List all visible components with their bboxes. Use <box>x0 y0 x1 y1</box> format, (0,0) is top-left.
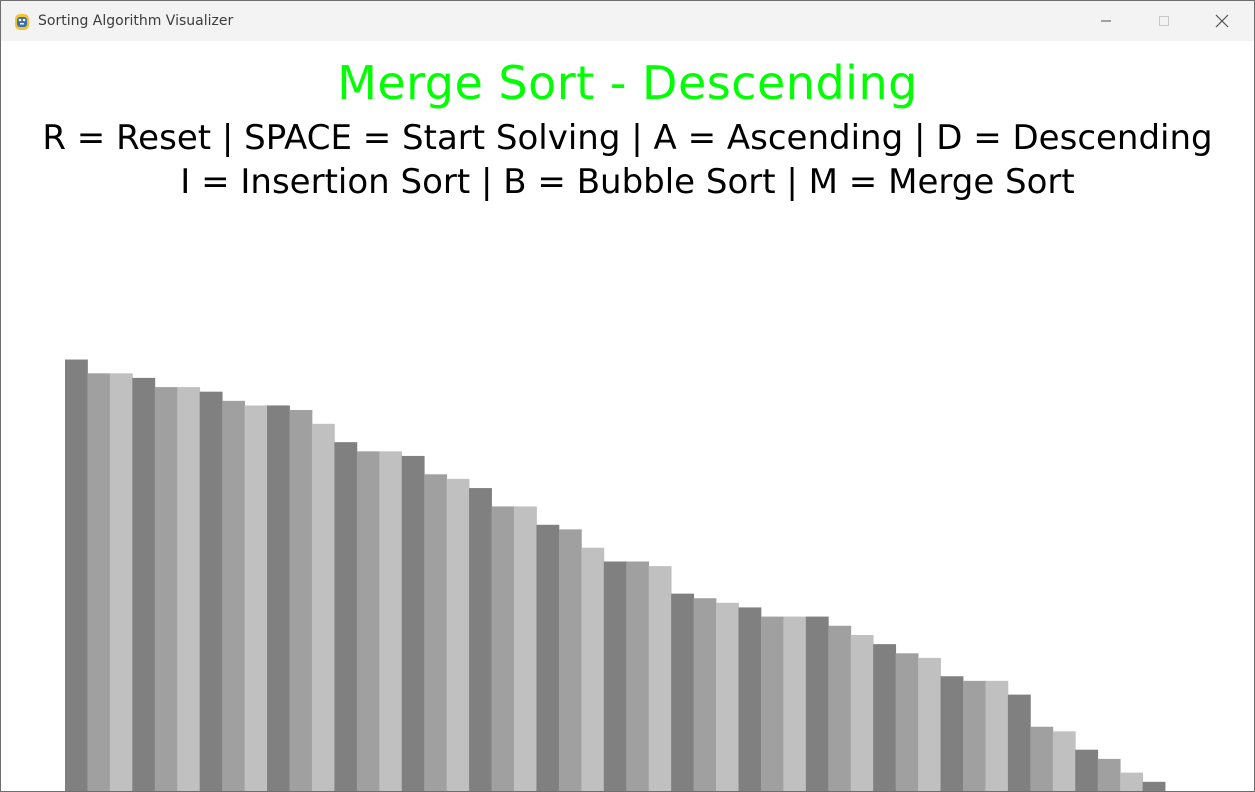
bar-20 <box>514 506 537 791</box>
bar-37 <box>895 653 919 791</box>
bar-36 <box>873 644 897 791</box>
bar-3 <box>132 377 156 791</box>
bar-27 <box>671 593 694 791</box>
maximize-button[interactable] <box>1135 1 1193 41</box>
bar-38 <box>918 657 941 791</box>
bar-11 <box>311 423 335 791</box>
bar-26 <box>648 566 672 791</box>
maximize-icon <box>1158 15 1170 27</box>
bar-14 <box>379 451 403 791</box>
bar-44 <box>1052 731 1076 791</box>
bar-34 <box>828 625 852 791</box>
bar-23 <box>581 547 605 791</box>
bar-18 <box>469 488 492 791</box>
bar-30 <box>738 607 762 791</box>
bar-43 <box>1030 726 1054 791</box>
bar-32 <box>783 616 807 791</box>
bar-45 <box>1075 749 1099 791</box>
minimize-icon <box>1100 15 1112 27</box>
bar-5 <box>177 387 201 791</box>
bar-35 <box>850 634 874 791</box>
bar-0 <box>65 359 88 791</box>
close-button[interactable] <box>1193 1 1251 41</box>
controls-help-line-2: I = Insertion Sort | B = Bubble Sort | M… <box>180 162 1075 202</box>
bar-4 <box>154 387 178 791</box>
bar-6 <box>199 391 223 791</box>
bar-24 <box>603 561 627 791</box>
bar-31 <box>760 616 784 791</box>
bar-46 <box>1097 758 1121 791</box>
bar-2 <box>109 373 133 791</box>
bar-47 <box>1120 772 1143 791</box>
close-icon <box>1215 14 1229 28</box>
bar-41 <box>985 680 1009 791</box>
bar-12 <box>334 442 358 791</box>
bar-29 <box>716 602 739 791</box>
window-title: Sorting Algorithm Visualizer <box>38 13 234 29</box>
bar-42 <box>1007 694 1031 791</box>
visualizer-canvas[interactable]: Merge Sort - Descending R = Reset | SPAC… <box>1 41 1254 791</box>
minimize-button[interactable] <box>1077 1 1135 41</box>
bar-15 <box>401 455 425 791</box>
bar-25 <box>626 561 650 791</box>
bar-19 <box>491 506 515 791</box>
bar-13 <box>356 451 380 791</box>
controls-help-line-1: R = Reset | SPACE = Start Solving | A = … <box>42 118 1213 158</box>
bar-17 <box>446 478 470 791</box>
bar-1 <box>87 373 111 791</box>
bar-7 <box>222 400 245 791</box>
bar-9 <box>267 405 290 791</box>
bar-16 <box>424 474 448 791</box>
bar-48 <box>1142 781 1166 791</box>
bar-8 <box>244 405 268 791</box>
algorithm-title: Merge Sort - Descending <box>337 56 918 110</box>
title-bar[interactable]: Sorting Algorithm Visualizer <box>1 1 1254 41</box>
bar-33 <box>805 616 829 791</box>
python-snake-icon <box>12 12 32 32</box>
bar-22 <box>558 529 582 791</box>
bar-21 <box>536 524 560 791</box>
bar-10 <box>289 410 313 791</box>
bar-28 <box>693 598 717 791</box>
bar-chart <box>65 359 1166 791</box>
bar-39 <box>940 676 964 791</box>
bar-40 <box>963 680 986 791</box>
